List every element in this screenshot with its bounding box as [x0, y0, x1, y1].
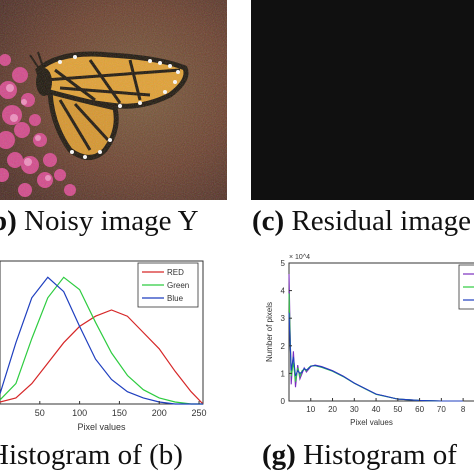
butterfly-image	[0, 0, 227, 200]
legend	[458, 264, 474, 310]
series-line-blue	[0, 276, 203, 405]
x-tick-label: 8	[461, 405, 466, 414]
series-line	[288, 312, 464, 402]
x-tick-label: 200	[152, 408, 167, 418]
x-tick-label: 10	[306, 405, 315, 414]
x-tick-label: 60	[415, 405, 424, 414]
y-tick-label: 1	[281, 369, 286, 378]
histogram-residual-svg: 0 1 2 3 4 5 10 20 30 40 50 60 70 8 × 10^4 Number of pix…	[265, 254, 474, 427]
x-tick-label: 70	[437, 405, 446, 414]
noisy-image-photo	[0, 0, 227, 200]
x-tick-label: 30	[350, 405, 359, 414]
y-tick-label: 3	[281, 314, 286, 323]
x-tick-label: 250	[192, 408, 207, 418]
histogram-residual-chart: 0 1 2 3 4 5 10 20 30 40 50 60 70 8 × 10^4 Number of pix…	[252, 248, 474, 435]
series-line-green	[0, 276, 203, 405]
legend-label: Blue	[167, 294, 184, 303]
x-axis-label: Pixel values	[350, 418, 393, 427]
x-tick-label: 40	[372, 405, 381, 414]
caption-b: b) Noisy image Y	[0, 205, 199, 237]
x-axis-label: Pixel values	[77, 422, 126, 432]
legend: RED Green Blue	[137, 262, 199, 308]
histogram-b-chart: 50 100 150 200 250 Pixel values RED Green Blue	[0, 255, 215, 435]
x-tick-label: 100	[72, 408, 87, 418]
caption-f: Histogram of (b)	[0, 439, 183, 471]
y-tick-label: 2	[281, 342, 286, 351]
series-line-red	[0, 309, 204, 405]
residual-image-photo	[251, 0, 474, 200]
legend-label: RED	[167, 268, 184, 277]
x-tick-label: 150	[112, 408, 127, 418]
y-tick-label: 4	[281, 287, 286, 296]
y-tick-label: 5	[281, 259, 286, 268]
y-tick-label: 0	[281, 397, 286, 406]
caption-c: (c) Residual image	[252, 205, 472, 237]
x-tick-label: 50	[393, 405, 402, 414]
x-tick-label: 50	[35, 408, 45, 418]
legend-label: Green	[167, 281, 189, 290]
y-multiplier-label: × 10^4	[289, 254, 310, 261]
histogram-b-svg: 50 100 150 200 250 Pixel values RED Green Blue	[0, 260, 207, 432]
y-axis-label: Number of pixels	[265, 302, 274, 362]
plot-frame	[288, 262, 474, 402]
x-tick-label: 20	[328, 405, 337, 414]
caption-g: (g) Histogram of	[262, 439, 457, 471]
